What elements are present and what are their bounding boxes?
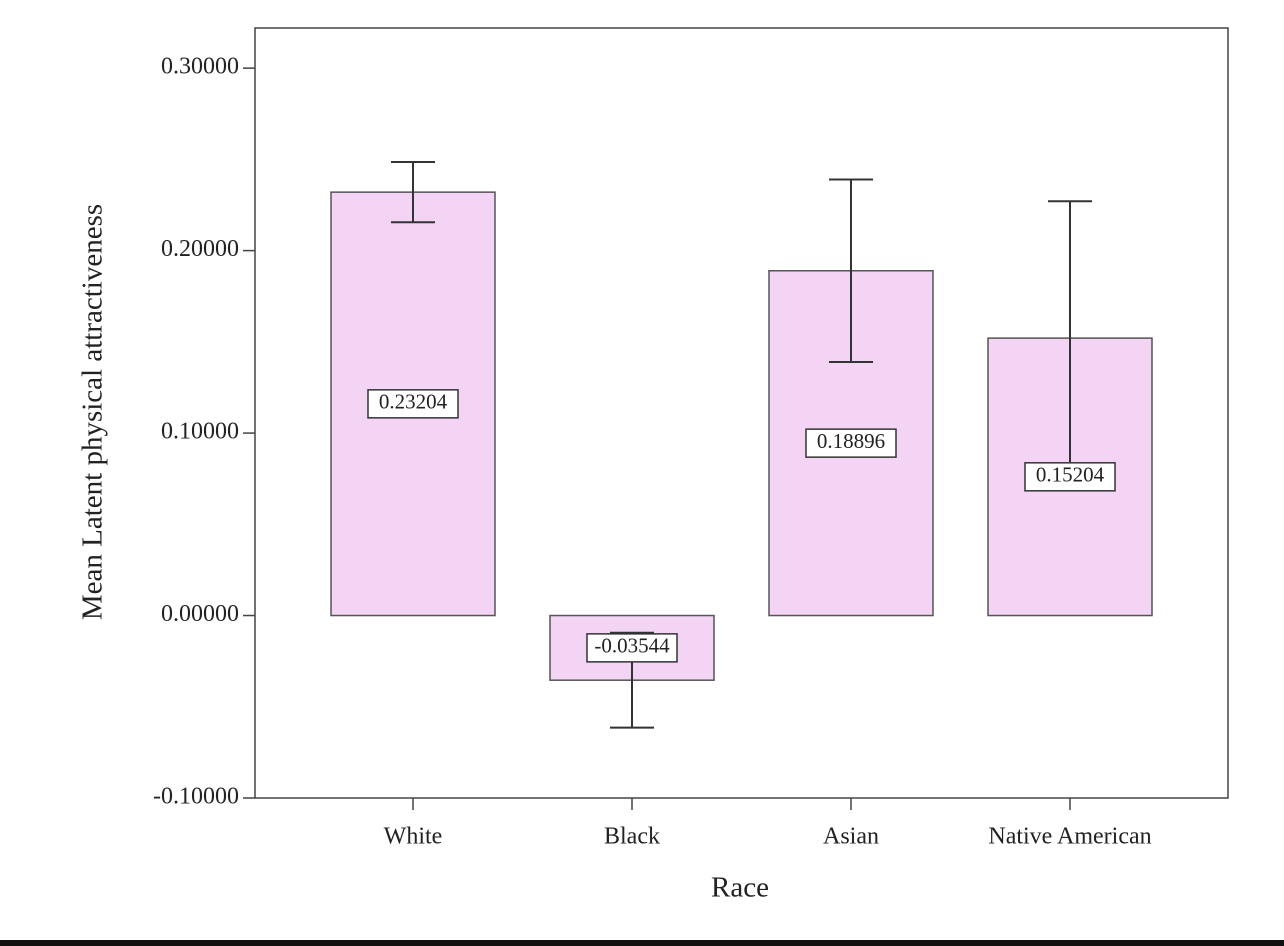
bottom-band: [0, 940, 1284, 946]
value-label: 0.15204: [1036, 463, 1105, 487]
y-tick-label: 0.20000: [161, 236, 239, 262]
x-tick-label: White: [384, 824, 443, 850]
value-label-box: [1024, 462, 1116, 492]
value-label-box: [586, 633, 678, 663]
y-axis-title: Mean Latent physical attractiveness: [77, 204, 109, 620]
value-label-box: [805, 428, 897, 458]
y-tick-label: -0.10000: [153, 784, 239, 810]
x-tick-label: Asian: [823, 824, 879, 850]
x-tick-label: Native American: [988, 824, 1151, 850]
x-tick-label: Black: [604, 824, 660, 850]
value-label: 0.18896: [817, 429, 885, 453]
y-tick-label: 0.10000: [161, 419, 239, 445]
value-label: 0.23204: [379, 390, 448, 414]
value-label: -0.03544: [594, 634, 670, 658]
x-axis-title: Race: [711, 872, 769, 904]
value-label-box: [367, 389, 459, 419]
y-tick-label: 0.00000: [161, 601, 239, 627]
y-tick-label: 0.30000: [161, 54, 239, 80]
